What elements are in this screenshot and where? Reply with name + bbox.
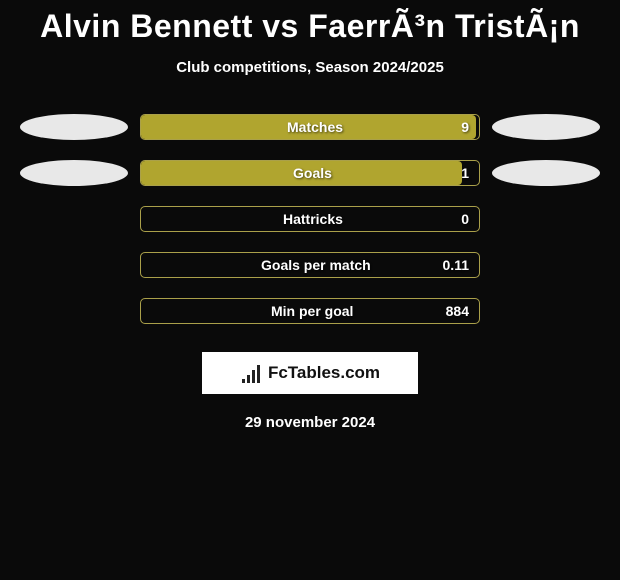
player-right-marker xyxy=(492,114,600,140)
date-label: 29 november 2024 xyxy=(0,414,620,431)
player-right-marker xyxy=(492,160,600,186)
stat-value: 0.11 xyxy=(443,257,469,273)
stat-row: Matches 9 xyxy=(0,104,620,150)
stat-bar: Goals per match 0.11 xyxy=(140,252,480,278)
stat-label: Goals xyxy=(293,165,332,181)
stat-value: 9 xyxy=(461,119,469,135)
stat-rows: Matches 9 Goals 1 Hattricks 0 Goals per match 0… xyxy=(0,104,620,334)
stat-bar: Goals 1 xyxy=(140,160,480,186)
stat-label: Goals per match xyxy=(261,257,371,273)
stat-value: 0 xyxy=(461,211,469,227)
stat-row: Min per goal 884 xyxy=(0,288,620,334)
stat-label: Min per goal xyxy=(271,303,353,319)
stat-row: Goals 1 xyxy=(0,150,620,196)
stat-label: Hattricks xyxy=(283,211,343,227)
stat-bar: Min per goal 884 xyxy=(140,298,480,324)
stat-value: 1 xyxy=(461,165,469,181)
brand-box[interactable]: FcTables.com xyxy=(202,352,418,394)
stat-bar: Matches 9 xyxy=(140,114,480,140)
player-left-marker xyxy=(20,114,128,140)
stat-bar: Hattricks 0 xyxy=(140,206,480,232)
subtitle: Club competitions, Season 2024/2025 xyxy=(0,59,620,76)
page-title: Alvin Bennett vs FaerrÃ³n TristÃ¡n xyxy=(0,8,620,45)
bar-chart-icon xyxy=(240,363,262,383)
stat-label: Matches xyxy=(287,119,343,135)
player-left-marker xyxy=(20,160,128,186)
comparison-card: Alvin Bennett vs FaerrÃ³n TristÃ¡n Club … xyxy=(0,0,620,431)
stat-value: 884 xyxy=(446,303,469,319)
stat-row: Goals per match 0.11 xyxy=(0,242,620,288)
brand-text: FcTables.com xyxy=(268,363,380,383)
stat-row: Hattricks 0 xyxy=(0,196,620,242)
